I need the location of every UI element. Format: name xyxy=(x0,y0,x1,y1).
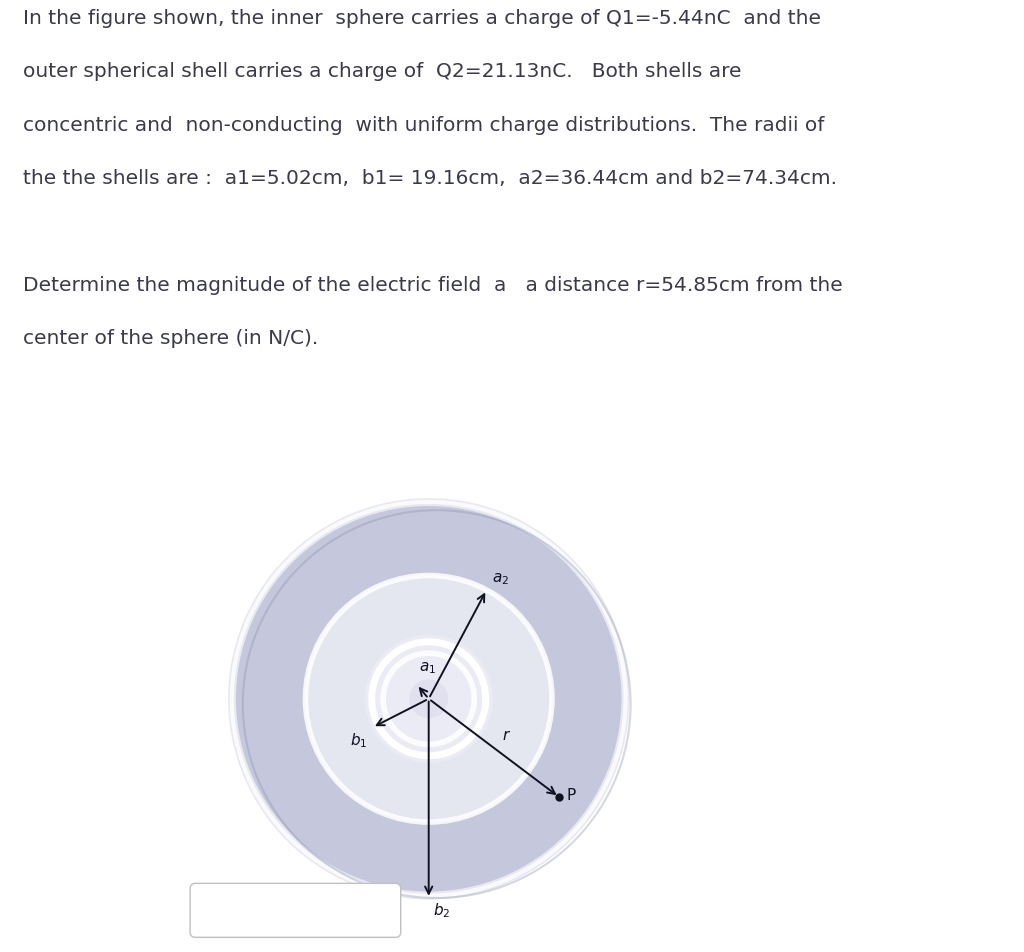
FancyBboxPatch shape xyxy=(190,883,400,938)
Text: Determine the magnitude of the electric field  a   a distance r=54.85cm from the: Determine the magnitude of the electric … xyxy=(23,276,843,295)
Circle shape xyxy=(366,636,492,762)
Text: $a_2$: $a_2$ xyxy=(492,571,509,587)
Text: $b_1$: $b_1$ xyxy=(349,731,367,749)
Text: P: P xyxy=(567,788,577,803)
Text: In the figure shown, the inner  sphere carries a charge of Q1=-5.44nC  and the: In the figure shown, the inner sphere ca… xyxy=(23,10,820,29)
Circle shape xyxy=(305,575,552,822)
Text: $b_2$: $b_2$ xyxy=(433,902,451,920)
Text: concentric and  non-conducting  with uniform charge distributions.  The radii of: concentric and non-conducting with unifo… xyxy=(23,116,824,135)
Text: outer spherical shell carries a charge of  Q2=21.13nC.   Both shells are: outer spherical shell carries a charge o… xyxy=(23,63,741,82)
Text: the the shells are :  a1=5.02cm,  b1= 19.16cm,  a2=36.44cm and b2=74.34cm.: the the shells are : a1=5.02cm, b1= 19.1… xyxy=(23,169,837,188)
Text: center of the sphere (in N/C).: center of the sphere (in N/C). xyxy=(23,329,317,348)
Circle shape xyxy=(410,680,447,718)
Text: $r$: $r$ xyxy=(502,727,511,743)
Text: $a_1$: $a_1$ xyxy=(420,660,436,676)
Circle shape xyxy=(228,499,629,899)
Circle shape xyxy=(377,646,480,751)
